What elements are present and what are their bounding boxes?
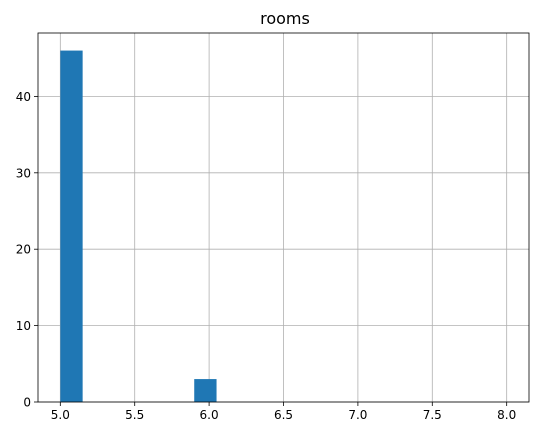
x-tick-label: 8.0 [497, 408, 516, 422]
x-tick-label: 5.5 [125, 408, 144, 422]
y-tick-label: 20 [16, 243, 31, 257]
x-tick-label: 7.0 [348, 408, 367, 422]
axis-ticks: 5.0 5.5 6.0 6.5 7.0 7.5 8.0 0 10 20 30 40 [16, 90, 517, 422]
y-tick-label: 40 [16, 90, 31, 104]
y-tick-label: 10 [16, 319, 31, 333]
histogram-bars [60, 50, 217, 402]
histogram-bar [60, 50, 83, 402]
y-tick-label: 30 [16, 166, 31, 180]
y-tick-label: 0 [23, 396, 31, 410]
histogram-bar [194, 379, 217, 402]
x-tick-label: 6.5 [274, 408, 293, 422]
x-tick-label: 5.0 [51, 408, 70, 422]
chart-title: rooms [260, 9, 310, 28]
x-tick-label: 6.0 [200, 408, 219, 422]
x-tick-label: 7.5 [423, 408, 442, 422]
